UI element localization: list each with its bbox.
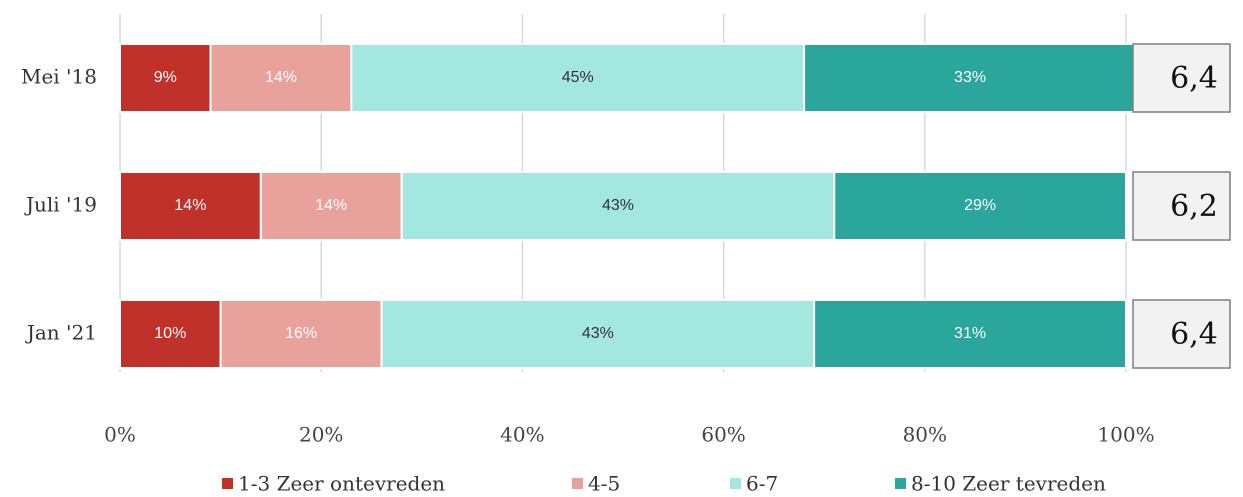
bar-segment bbox=[119, 299, 222, 369]
x-tick-label: 60% bbox=[701, 423, 745, 447]
x-tick-label: 20% bbox=[299, 423, 343, 447]
y-tick-label: Juli '19 bbox=[24, 193, 97, 217]
bar-segment bbox=[219, 299, 383, 369]
bar-segment bbox=[259, 171, 403, 241]
score: 6,4 bbox=[1170, 317, 1218, 352]
bar-segment bbox=[380, 299, 816, 369]
legend-label: 1-3 Zeer ontevreden bbox=[238, 472, 445, 496]
x-tick-label: 40% bbox=[500, 423, 544, 447]
x-tick-label: 80% bbox=[903, 423, 947, 447]
score-box bbox=[1132, 299, 1231, 369]
legend-label: 4-5 bbox=[588, 472, 620, 496]
legend-label: 8-10 Zeer tevreden bbox=[911, 472, 1106, 496]
bar-segment bbox=[119, 43, 212, 113]
data-label: 14% bbox=[174, 197, 206, 214]
data-label: 33% bbox=[954, 69, 986, 86]
data-label: 31% bbox=[954, 325, 986, 342]
legend-marker bbox=[895, 478, 906, 489]
legend-marker bbox=[572, 478, 583, 489]
data-label: 10% bbox=[154, 325, 186, 342]
bar-segment bbox=[833, 171, 1127, 241]
data-label: 14% bbox=[265, 69, 297, 86]
legend-marker bbox=[730, 478, 741, 489]
score: 6,4 bbox=[1170, 61, 1218, 96]
score-box bbox=[1132, 171, 1231, 241]
bar-segment bbox=[803, 43, 1138, 113]
legend-label: 6-7 bbox=[746, 472, 778, 496]
data-label: 14% bbox=[315, 197, 347, 214]
legend-marker bbox=[222, 478, 233, 489]
x-tick-label: 0% bbox=[104, 423, 136, 447]
bar-segment bbox=[400, 171, 836, 241]
score: 6,2 bbox=[1170, 189, 1218, 224]
data-label: 9% bbox=[154, 69, 177, 86]
data-label: 16% bbox=[285, 325, 317, 342]
bar-segment bbox=[813, 299, 1127, 369]
y-tick-label: Jan '21 bbox=[25, 321, 97, 345]
x-tick-label: 100% bbox=[1097, 423, 1154, 447]
score-box bbox=[1132, 43, 1231, 113]
data-label: 45% bbox=[562, 69, 594, 86]
data-label: 43% bbox=[582, 325, 614, 342]
y-tick-label: Mei '18 bbox=[21, 65, 97, 89]
data-label: 43% bbox=[602, 197, 634, 214]
bar-segment bbox=[119, 171, 262, 241]
data-label: 29% bbox=[964, 197, 996, 214]
